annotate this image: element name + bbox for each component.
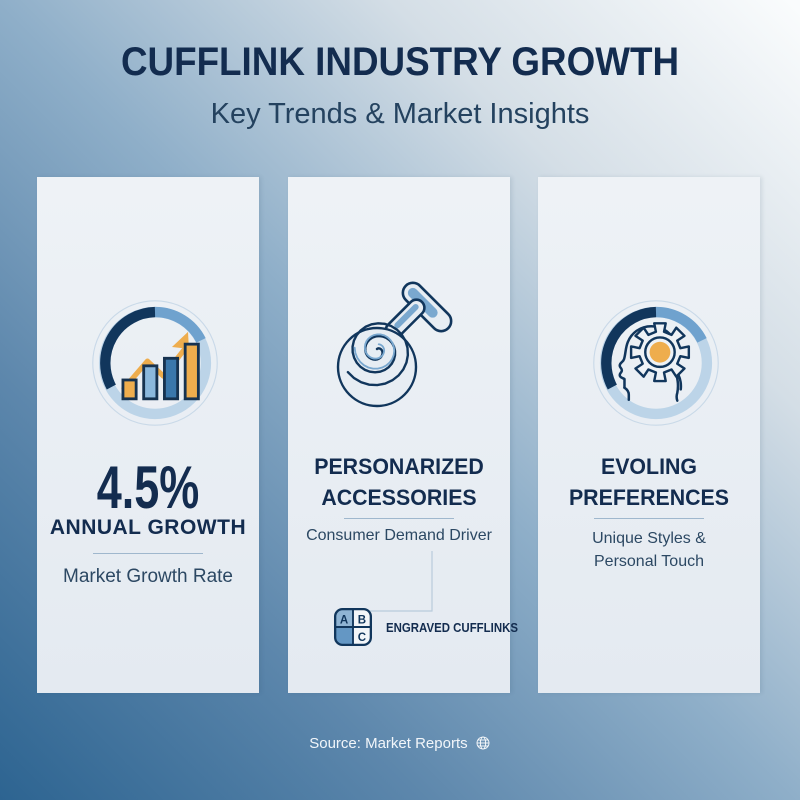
svg-text:A: A (340, 614, 349, 626)
svg-text:C: C (358, 632, 367, 644)
svg-text:B: B (358, 614, 366, 626)
